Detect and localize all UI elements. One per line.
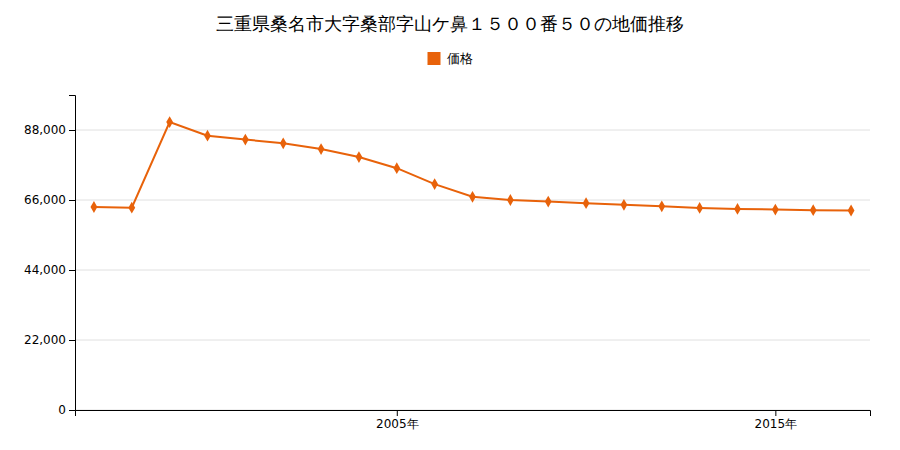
legend-swatch [428, 52, 441, 65]
point [658, 200, 665, 212]
line [94, 122, 851, 210]
grid-line [75, 340, 870, 341]
tick: 88,000 [24, 123, 75, 137]
tick-mark [69, 130, 75, 131]
tick: 2015年 [755, 410, 798, 431]
legend-item: 価格 [428, 51, 473, 66]
tick-label: 66,000 [24, 193, 66, 207]
point [469, 191, 476, 203]
tick: 0 [58, 403, 75, 417]
legend-label: 価格 [447, 51, 473, 66]
point [583, 197, 590, 209]
x-axis: 2005年 2015年 [76, 410, 871, 431]
axis-line [69, 96, 76, 411]
point [318, 143, 325, 155]
tick: 22,000 [24, 333, 75, 347]
point [431, 178, 438, 190]
point [91, 201, 98, 213]
point [507, 194, 514, 206]
tick-mark [69, 410, 75, 411]
point [128, 202, 135, 214]
point [242, 134, 249, 146]
y-axis: 0 22,000 44,000 66,000 88,000 [24, 96, 76, 418]
grid [75, 130, 870, 410]
tick-label: 2005年 [376, 417, 419, 431]
point [848, 205, 855, 217]
axis-line [76, 411, 871, 417]
point [810, 204, 817, 216]
tick-mark [69, 270, 75, 271]
tick-mark [69, 340, 75, 341]
point [734, 203, 741, 215]
tick-label: 22,000 [24, 333, 66, 347]
tick-label: 44,000 [24, 263, 66, 277]
tick-mark [397, 410, 398, 416]
tick-label: 2015年 [755, 417, 798, 431]
tick: 66,000 [24, 193, 75, 207]
tick-label: 88,000 [24, 123, 66, 137]
title: 三重県桑名市大字桑部字山ケ鼻１５００番５０の地価推移 [216, 13, 684, 34]
tick: 44,000 [24, 263, 75, 277]
point [204, 130, 211, 142]
point [545, 196, 552, 208]
tick-label: 0 [58, 403, 66, 417]
tick-mark [69, 200, 75, 201]
point [166, 116, 173, 128]
point [356, 151, 363, 163]
chart: 三重県桑名市大字桑部字山ケ鼻１５００番５０の地価推移 2005年 2015年 0 22,… [0, 0, 900, 450]
point [696, 202, 703, 214]
grid-line [75, 270, 870, 271]
point [621, 199, 628, 211]
point [393, 162, 400, 174]
point [772, 204, 779, 216]
tick: 2005年 [376, 410, 419, 431]
point [280, 137, 287, 149]
plot: 2005年 2015年 0 22,000 44,000 66,000 88,000 [24, 96, 871, 431]
legend: 価格 [428, 51, 473, 66]
tick-mark [775, 410, 776, 416]
marks [91, 116, 855, 216]
